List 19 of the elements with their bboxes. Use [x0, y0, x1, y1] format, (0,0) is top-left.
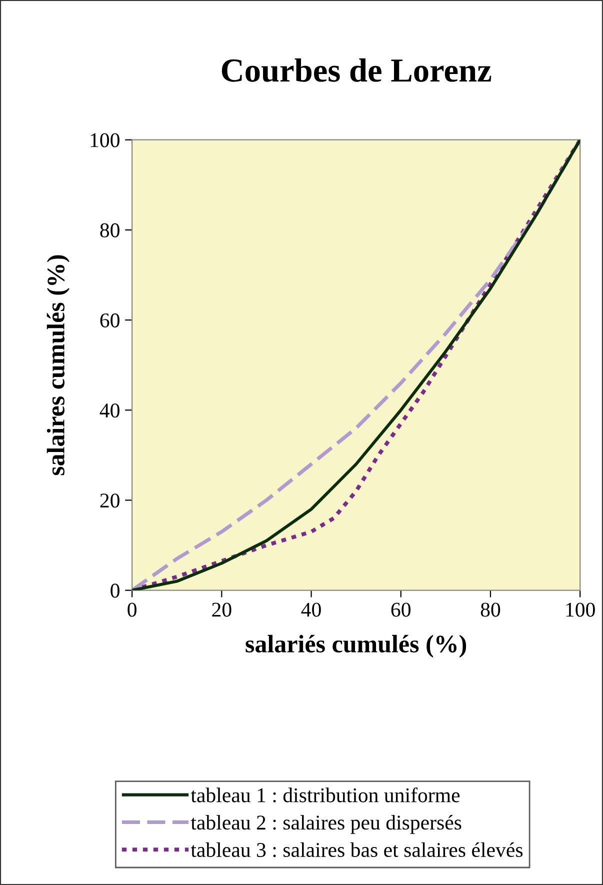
y-tick-label: 0 [110, 584, 120, 598]
y-tick-label: 20 [100, 494, 120, 508]
legend-label: tableau 3 : salaires bas et salaires élevés [190, 842, 523, 858]
y-axis-title: salaires cumulés (%) [46, 255, 70, 476]
y-tick-label: 80 [100, 223, 120, 238]
line-series [132, 140, 580, 590]
legend-label: tableau 2 : salaires peu dispersés [190, 814, 462, 834]
x-axis-title: salariés cumulés (%) [246, 634, 466, 658]
x-tick-label: 40 [301, 602, 321, 617]
x-tick-label: 0 [128, 602, 136, 617]
chart-title: Courbes de Lorenz [222, 58, 492, 82]
x-tick-label: 100 [566, 602, 595, 617]
legend-label: tableau 1 : distribution uniforme [190, 787, 460, 802]
y-tick-label: 60 [100, 313, 120, 328]
x-tick-label: 60 [391, 602, 410, 617]
x-tick-label: 80 [480, 602, 500, 617]
y-tick-label: 100 [90, 133, 120, 148]
y-tick-label: 40 [100, 403, 120, 418]
x-tick-label: 20 [212, 602, 232, 617]
